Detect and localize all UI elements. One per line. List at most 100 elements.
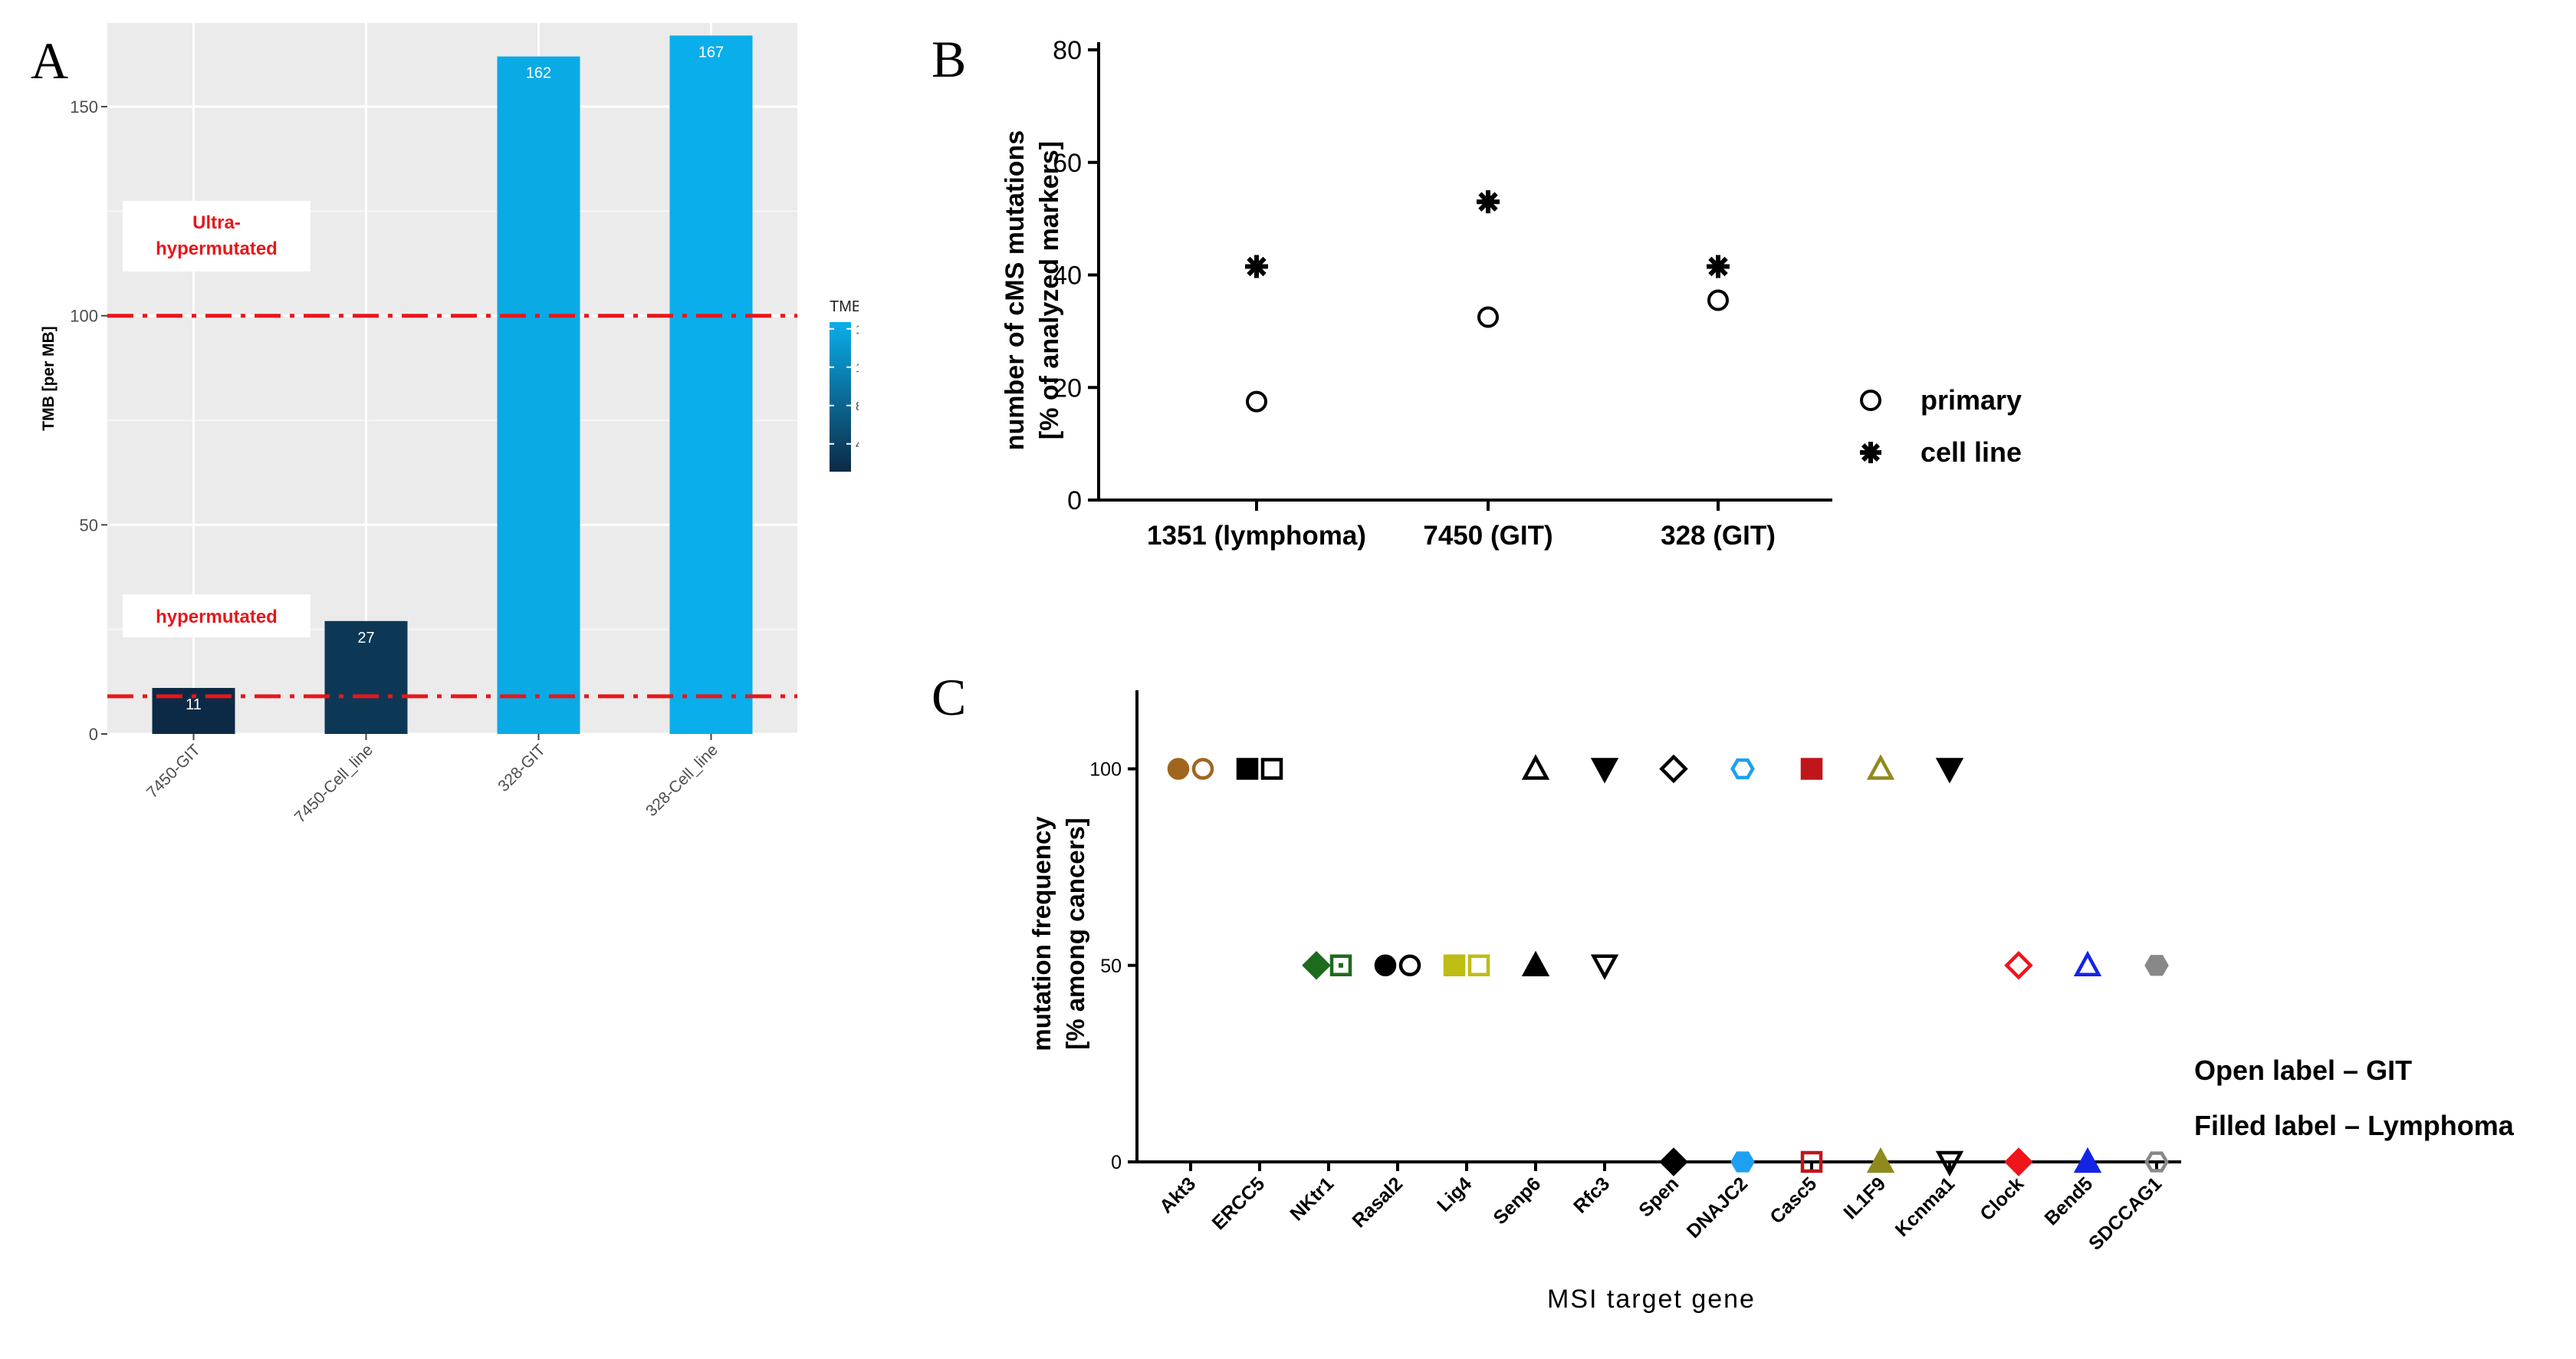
point-git-clock (2004, 950, 2033, 980)
x-tick-label-rfc3: Rfc3 (1569, 1173, 1614, 1217)
point-lymphoma-senp6 (1521, 950, 1550, 976)
point-git-rasal2 (1398, 954, 1421, 976)
x-tick-label-bend5: Bend5 (2040, 1173, 2097, 1229)
point-git-kcnma1 (1935, 1150, 1964, 1177)
x-tick-label-7450-git: 7450 (GIT) (1423, 521, 1552, 551)
reference-label-box (123, 201, 310, 271)
point-lymphoma-il1f9 (1866, 1147, 1895, 1173)
point-lymphoma-rasal2 (1374, 954, 1397, 976)
colorbar-title: TMB (830, 298, 859, 315)
point-git-nktr1 (1329, 954, 1352, 976)
y-axis-title: TMB [per MB] (40, 326, 58, 430)
y-axis-title-line-1: number of cMS mutations (1001, 130, 1030, 450)
point-lymphoma-sdccag1 (2144, 955, 2169, 976)
x-tick-label-dnajc2: DNAJC2 (1683, 1173, 1753, 1242)
x-tick-label-7450-git: 7450-GIT (143, 741, 204, 801)
point-git-spen (1659, 754, 1688, 784)
point-git-casc5 (1800, 1150, 1823, 1173)
point-primary-7450-git (1477, 306, 1499, 328)
y-axis-title-line-2: [% among cancers] (1061, 818, 1089, 1050)
legend-label-cell-line: cell line (1921, 436, 2022, 468)
annotation-open-label-git: Open label – GIT (2194, 1055, 2412, 1086)
asterisk-stroke (1861, 443, 1881, 462)
point-git-il1f9 (1866, 754, 1895, 780)
bar-328-git (497, 56, 580, 734)
reference-label-box (123, 594, 310, 637)
point-primary-1351-lymphoma (1246, 390, 1267, 413)
point-git-ercc5 (1260, 758, 1283, 780)
y-tick-label: 50 (80, 515, 98, 535)
x-tick-label-sdccag1: SDCCAG1 (2085, 1173, 2166, 1254)
y-tick-label: 60 (1053, 149, 1082, 178)
x-tick-label-il1f9: IL1F9 (1839, 1173, 1890, 1223)
panel-label-c: C (932, 668, 967, 726)
point-git-dnajc2 (1730, 758, 1755, 780)
point-lymphoma-nktr1 (1302, 950, 1331, 980)
colorbar-tick-label: 40 (856, 439, 859, 452)
reference-label-ultra-hypermutated: hypermutated (156, 239, 278, 259)
chart-a-tmb-bar-chart: 0 50 100 150 11 7450-GIT 27 7450-Cell_line 162 32… (40, 23, 859, 826)
point-lymphoma-spen (1659, 1147, 1688, 1176)
y-axis-title-line-1: mutation frequency (1027, 816, 1056, 1051)
x-tick-label-spen: Spen (1635, 1173, 1683, 1221)
marker-outline (1329, 954, 1352, 976)
bar-7450-cell-line (324, 620, 408, 734)
point-primary-328-git (1707, 289, 1729, 311)
x-axis-title: MSI target gene (1547, 1285, 1756, 1314)
x-tick-label-ercc5: ERCC5 (1208, 1173, 1270, 1234)
point-git-senp6 (1521, 754, 1550, 780)
y-tick-label: 100 (1089, 759, 1122, 781)
y-axis-title-line-2: [% of analyzed markers] (1035, 141, 1064, 439)
point-git-bend5 (2073, 950, 2102, 976)
colorbar-tick-label: 80 (856, 400, 859, 413)
y-tick-label: 0 (1067, 486, 1082, 515)
point-lymphoma-clock (2004, 1147, 2033, 1176)
bar-328-cell-line (669, 35, 753, 734)
point-git-rfc3 (1590, 954, 1619, 980)
bar-value-label: 27 (357, 630, 374, 647)
point-cell-line-7450-git (1477, 190, 1500, 214)
x-tick-label-casc5: Casc5 (1766, 1173, 1821, 1228)
reference-label-hypermutated: hypermutated (156, 607, 278, 627)
reference-label-ultra-hypermutated: Ultra- (192, 212, 241, 233)
asterisk-stroke (1247, 256, 1267, 277)
point-lymphoma-bend5 (2073, 1147, 2102, 1173)
x-tick-label-328-git: 328-GIT (495, 741, 549, 795)
x-tick-label-senp6: Senp6 (1489, 1173, 1545, 1229)
panel-label-a: A (31, 31, 69, 90)
point-lymphoma-akt3 (1167, 758, 1190, 780)
bar-value-label: 167 (698, 44, 724, 61)
colorbar-tick-label: 160 (856, 324, 859, 337)
legend-marker-cell-line (1860, 442, 1881, 463)
asterisk-stroke (1708, 256, 1728, 277)
y-tick-label: 0 (89, 725, 98, 744)
x-tick-label-328-git: 328 (GIT) (1661, 521, 1776, 551)
point-lymphoma-dnajc2 (1730, 1151, 1755, 1173)
y-tick-label: 80 (1053, 36, 1082, 65)
y-tick-label: 100 (70, 307, 98, 326)
x-tick-label-1351-lymphoma: 1351 (lymphoma) (1147, 521, 1366, 551)
point-lymphoma-lig4 (1443, 954, 1466, 976)
point-lymphoma-ercc5 (1236, 758, 1259, 780)
point-lymphoma-casc5 (1800, 758, 1823, 780)
point-git-akt3 (1191, 758, 1214, 780)
x-tick-label-lig4: Lig4 (1433, 1173, 1476, 1216)
colorbar-tick-label: 120 (856, 362, 859, 375)
chart-c-msi-target-gene-scatter: 0 50 100 Akt3 ERCC5 NKtr1 Rasal2 Lig4 Senp6 Rfc3 S… (1027, 690, 2515, 1314)
chart-b-cms-mutation-scatter: 0 20 40 60 80 1351 (lymphoma) 7450 (GIT) 328 (G… (1001, 36, 2022, 551)
bar-value-label: 11 (186, 696, 202, 713)
point-git-sdccag1 (2144, 1151, 2169, 1173)
point-cell-line-1351-lymphoma (1245, 255, 1268, 278)
y-tick-label: 40 (1053, 262, 1082, 291)
x-tick-label-clock: Clock (1976, 1173, 2028, 1225)
bar-value-label: 162 (526, 65, 551, 82)
y-tick-label: 0 (1111, 1152, 1122, 1173)
asterisk-stroke (1478, 192, 1498, 212)
y-tick-label: 20 (1053, 373, 1082, 403)
x-tick-label-kcnma1: Kcnma1 (1891, 1173, 1960, 1241)
panel-label-b: B (932, 30, 967, 88)
x-tick-label-7450-cell-line: 7450-Cell_line (291, 741, 376, 826)
marker-dot (1339, 962, 1343, 968)
point-git-lig4 (1467, 954, 1490, 976)
legend-marker-primary (1860, 390, 1881, 411)
